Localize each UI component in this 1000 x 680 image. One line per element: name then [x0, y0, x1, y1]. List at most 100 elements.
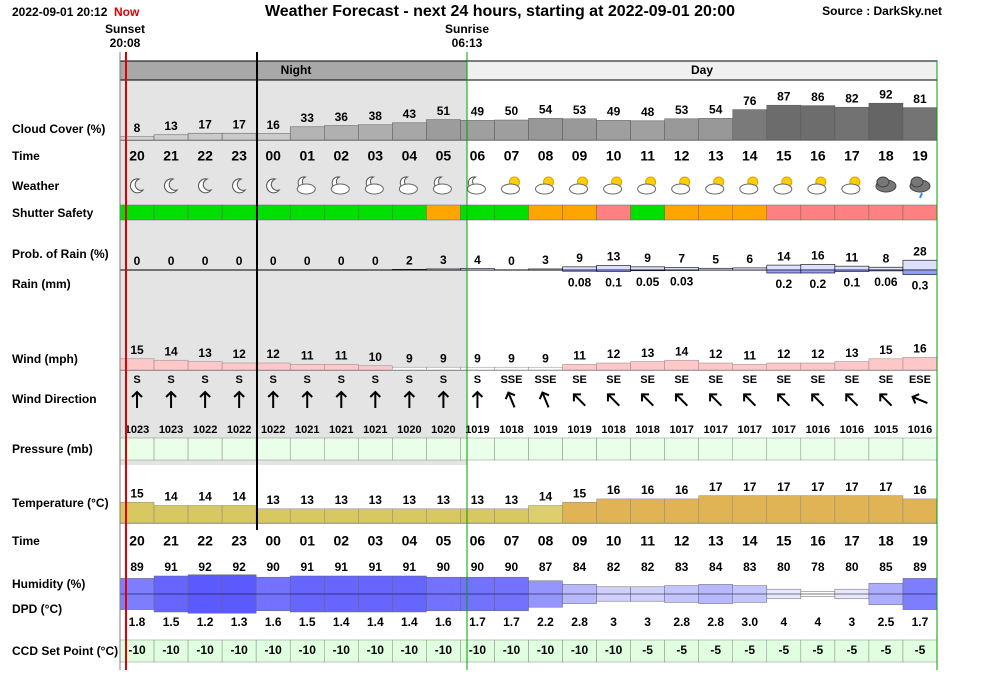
pressure-value: 1022	[261, 424, 285, 436]
pressure-value: 1019	[533, 424, 557, 436]
sunset-time: 20:08	[110, 36, 141, 50]
ccd-value: -10	[401, 643, 419, 657]
cloud-bar	[664, 118, 699, 141]
rain-bar	[596, 269, 631, 272]
rain-prob-value: 0	[134, 254, 141, 268]
wind-value: 12	[607, 347, 621, 361]
wind-arrow	[233, 390, 245, 408]
weather-icon	[266, 178, 281, 194]
cloud	[705, 183, 725, 195]
cloud-value: 76	[743, 94, 757, 108]
rain-bar	[834, 269, 870, 272]
wind-value: 11	[573, 349, 586, 363]
wind-dir: SE	[708, 374, 723, 386]
wind-dir: S	[440, 374, 447, 386]
cloud	[364, 183, 384, 195]
rain-prob-bar	[528, 268, 563, 271]
rain-prob-bar	[596, 265, 631, 271]
wind-arrow	[777, 393, 791, 407]
dpd-value: 1.4	[333, 615, 350, 629]
shutter-cell	[868, 204, 904, 221]
dpd-value: 1.5	[299, 615, 316, 629]
hour: 00	[265, 533, 281, 549]
weather-icon	[296, 176, 316, 195]
cloud	[569, 183, 589, 195]
cloud-bar	[630, 120, 665, 141]
rain-prob-bar	[630, 266, 665, 271]
ccd-value: -10	[265, 643, 283, 657]
wind-arrow	[199, 390, 211, 408]
row-label: Humidity (%)	[12, 577, 85, 591]
wind-value: 10	[369, 350, 383, 364]
humidity-value: 85	[879, 560, 893, 574]
pressure-value: 1019	[567, 424, 591, 436]
hour: 19	[912, 148, 928, 164]
cloud-bar	[494, 119, 529, 141]
sunrise-time: 06:13	[452, 36, 483, 50]
dpd-value: 3	[849, 615, 856, 629]
cloud-bar	[596, 120, 631, 141]
wind-arrow	[369, 390, 382, 408]
cloud-bar	[460, 120, 495, 141]
shutter-cell	[732, 204, 768, 221]
shutter-cell	[664, 204, 699, 221]
cloud-value: 53	[675, 103, 689, 117]
pressure-value: 1019	[465, 424, 489, 436]
title: Weather Forecast - next 24 hours, starti…	[265, 3, 735, 20]
ccd-value: -5	[881, 643, 892, 657]
wind-value: 11	[743, 349, 756, 363]
rain-prob-value: 0	[338, 254, 345, 268]
hour: 04	[402, 533, 418, 549]
wind-dir: S	[201, 374, 208, 386]
humidity-value: 90	[471, 560, 485, 574]
temp-value: 16	[675, 483, 689, 497]
ccd-value: -10	[571, 643, 589, 657]
cloud	[841, 183, 861, 195]
cloud	[807, 183, 827, 195]
ccd-value: -10	[503, 643, 521, 657]
wind-dir: S	[372, 374, 379, 386]
wind-value: 9	[474, 351, 481, 365]
hour: 08	[538, 148, 554, 164]
pressure-value: 1023	[159, 424, 183, 436]
hour: 21	[163, 148, 179, 164]
pressure-value: 1017	[772, 424, 796, 436]
temp-value: 17	[845, 480, 859, 494]
hour: 09	[572, 148, 588, 164]
weather-icon	[432, 176, 452, 195]
rain-prob-bar	[766, 264, 802, 271]
rain-prob-bar	[698, 267, 734, 271]
pressure-cell	[358, 437, 393, 461]
temp-bar	[289, 508, 325, 524]
wind-arrow	[572, 393, 586, 407]
rain-prob-value: 9	[576, 251, 583, 265]
rain-prob-bar	[460, 268, 495, 271]
pressure-cell	[834, 437, 870, 461]
ccd-value: -10	[128, 643, 146, 657]
humidity-value: 84	[573, 560, 587, 574]
ccd-value: -10	[435, 643, 453, 657]
hour: 19	[912, 533, 928, 549]
row-label: Time	[12, 149, 40, 163]
weather-icon	[398, 176, 418, 195]
hour: 13	[708, 533, 724, 549]
shutter-cell	[324, 204, 359, 221]
hour: 12	[674, 533, 690, 549]
temp-value: 15	[573, 486, 587, 500]
pressure-cell	[800, 437, 836, 461]
content: Cloud Cover (%) Time Weather Shutter Safety…	[12, 87, 938, 663]
rain-prob-value: 5	[712, 252, 719, 266]
temp-value: 16	[607, 483, 621, 497]
pressure-value: 1016	[840, 424, 864, 436]
hour: 23	[231, 148, 247, 164]
shutter-cell	[698, 204, 733, 221]
moon	[198, 178, 213, 194]
temp-value: 15	[130, 486, 144, 500]
moon	[232, 178, 247, 194]
rain-prob-value: 16	[811, 249, 825, 263]
weather-icon	[807, 176, 827, 195]
hour: 11	[640, 533, 655, 549]
row-label: Rain (mm)	[12, 277, 71, 291]
wind-arrow	[811, 393, 825, 407]
dpd-value: 1.8	[129, 615, 146, 629]
